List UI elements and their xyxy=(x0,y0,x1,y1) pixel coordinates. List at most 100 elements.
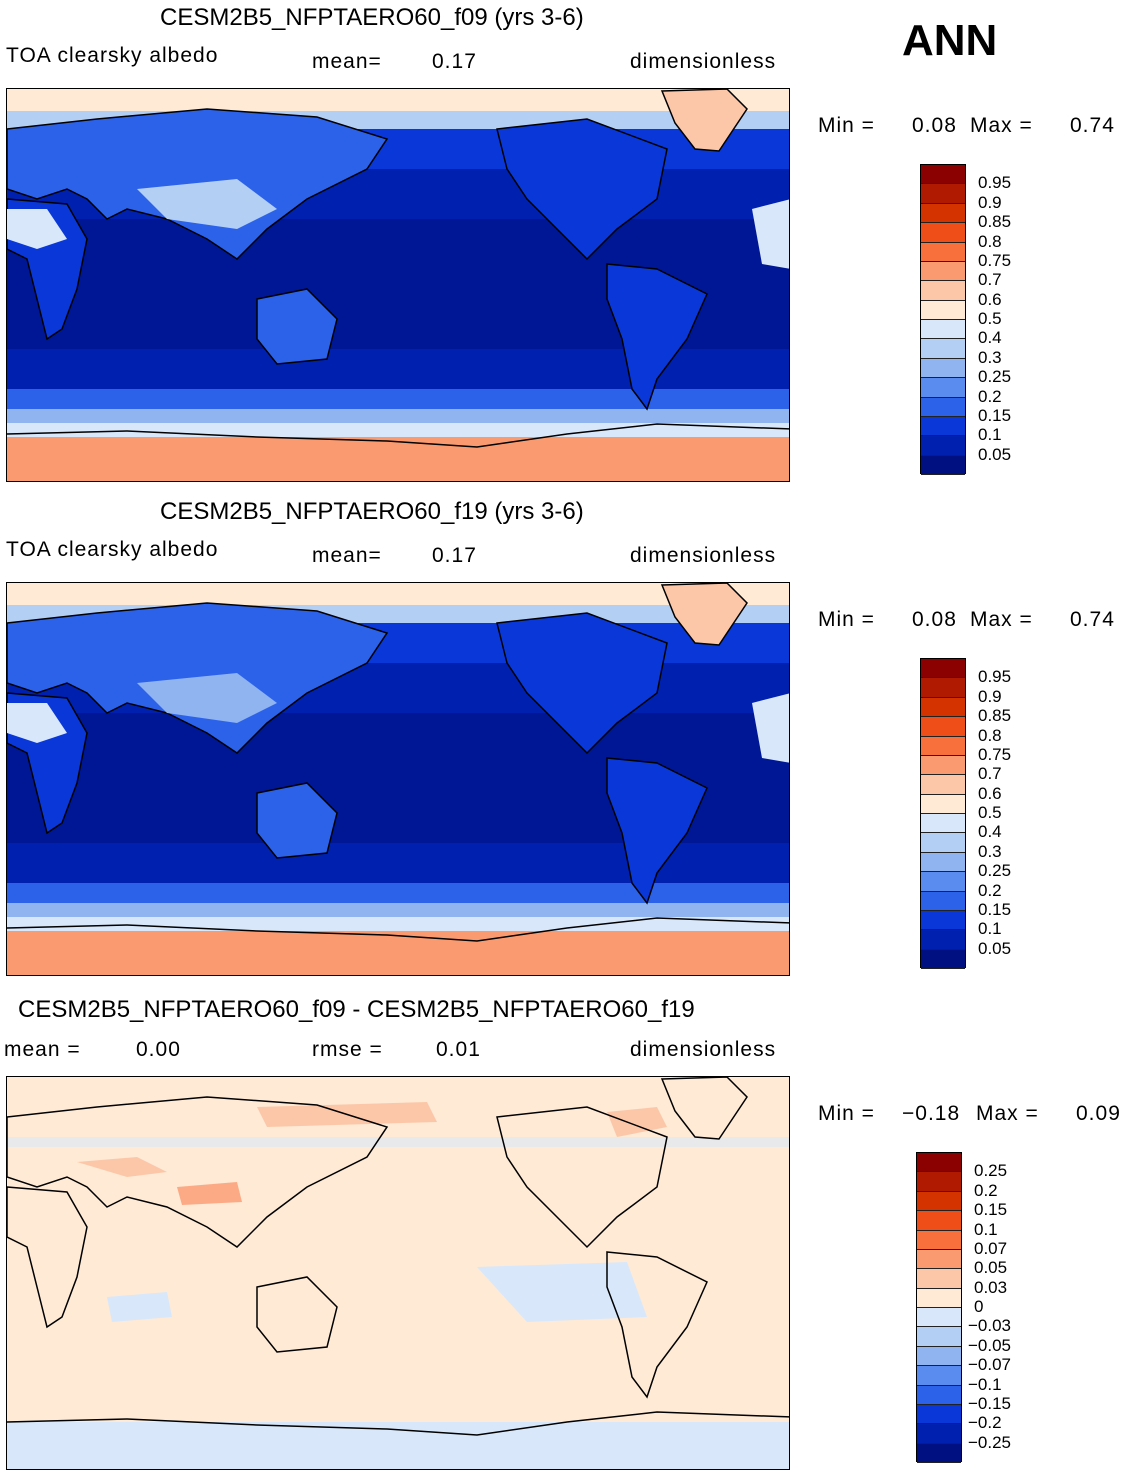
panel3-mean-value: 0.00 xyxy=(136,1038,181,1061)
colorbar-tick-label: 0.7 xyxy=(978,764,1002,784)
panel3-mean-label: mean = xyxy=(4,1038,81,1061)
colorbar-segment xyxy=(917,1424,961,1444)
panel3-colorbar xyxy=(916,1152,962,1463)
colorbar-segment xyxy=(917,1153,961,1173)
colorbar-tick-label: 0.3 xyxy=(978,841,1002,861)
panel3-rmse-value: 0.01 xyxy=(436,1038,481,1061)
colorbar-tick-label: 0.4 xyxy=(978,822,1002,842)
colorbar-tick-label: −0.15 xyxy=(968,1393,1012,1413)
panel2-mean-value: 0.17 xyxy=(432,544,477,567)
panel3-min-label: Min = xyxy=(818,1102,875,1125)
colorbar-tick-label: −0.2 xyxy=(968,1413,1002,1433)
colorbar-segment xyxy=(921,736,965,756)
colorbar-tick-label: 0 xyxy=(974,1297,984,1316)
colorbar-segment xyxy=(921,358,965,379)
colorbar-segment xyxy=(917,1404,961,1425)
colorbar-tick-label: −0.1 xyxy=(968,1374,1002,1394)
colorbar-segment xyxy=(921,436,965,456)
panel2-title: CESM2B5_NFPTAERO60_f19 (yrs 3-6) xyxy=(160,498,584,525)
season-label: ANN xyxy=(902,16,998,65)
colorbar-segment xyxy=(921,281,965,301)
colorbar-segment xyxy=(921,378,965,398)
colorbar-segment xyxy=(921,242,965,262)
panel1-mean-value: 0.17 xyxy=(432,50,477,73)
colorbar-tick-label: 0.8 xyxy=(978,231,1002,251)
panel1-min-value: 0.08 xyxy=(912,114,957,137)
colorbar-tick-label: 0.8 xyxy=(978,725,1002,745)
colorbar-segment xyxy=(917,1249,961,1270)
panel3-max-value: 0.09 xyxy=(1076,1102,1121,1125)
colorbar-segment xyxy=(921,416,965,437)
panel3-units: dimensionless xyxy=(630,1038,777,1061)
panel3-title: CESM2B5_NFPTAERO60_f09 - CESM2B5_NFPTAER… xyxy=(18,996,695,1023)
colorbar-segment xyxy=(921,165,965,185)
panel1-units: dimensionless xyxy=(630,50,777,73)
panel1-min-label: Min = xyxy=(818,114,875,137)
colorbar-tick-label: 0.6 xyxy=(978,783,1002,803)
colorbar-tick-label: −0.03 xyxy=(968,1316,1012,1336)
panel1-map-svg xyxy=(7,89,789,481)
colorbar-tick-label: 0.05 xyxy=(978,938,1012,958)
colorbar-segment xyxy=(921,455,965,475)
colorbar-segment xyxy=(921,203,965,224)
colorbar-segment xyxy=(917,1230,961,1250)
colorbar-tick-label: 0.1 xyxy=(974,1219,998,1239)
colorbar-tick-label: 0.25 xyxy=(978,861,1012,881)
colorbar-tick-label: 0.95 xyxy=(978,173,1012,193)
colorbar-segment xyxy=(921,300,965,320)
colorbar-tick-label: 0.05 xyxy=(978,444,1012,464)
panel2-mean-label: mean= xyxy=(312,544,382,567)
colorbar-segment xyxy=(917,1385,961,1405)
panel1-mean-label: mean= xyxy=(312,50,382,73)
panel2-map xyxy=(6,582,790,976)
panel2-min-value: 0.08 xyxy=(912,608,957,631)
panel3-map-svg xyxy=(7,1077,789,1469)
colorbar-segment xyxy=(921,320,965,340)
colorbar-segment xyxy=(921,852,965,873)
colorbar-segment xyxy=(917,1288,961,1308)
colorbar-tick-label: 0.75 xyxy=(978,250,1012,270)
colorbar-segment xyxy=(917,1327,961,1347)
panel2-map-svg xyxy=(7,583,789,975)
colorbar-tick-label: 0.25 xyxy=(974,1161,1008,1181)
colorbar-tick-label: 0.2 xyxy=(978,386,1002,406)
colorbar-tick-label: 0.2 xyxy=(978,880,1002,900)
panel3-map xyxy=(6,1076,790,1470)
panel1-max-label: Max = xyxy=(970,114,1033,137)
colorbar-segment xyxy=(917,1366,961,1386)
colorbar-tick-label: 0.3 xyxy=(978,347,1002,367)
colorbar-segment xyxy=(921,949,965,969)
colorbar-tick-label: 0.15 xyxy=(978,899,1012,919)
panel1-variable: TOA clearsky albedo xyxy=(6,44,219,67)
colorbar-segment xyxy=(917,1269,961,1289)
panel2-min-label: Min = xyxy=(818,608,875,631)
panel2-colorbar xyxy=(920,658,966,969)
colorbar-tick-label: 0.1 xyxy=(978,919,1002,939)
colorbar-tick-label: 0.7 xyxy=(978,270,1002,290)
colorbar-segment xyxy=(921,833,965,853)
colorbar-tick-label: −0.07 xyxy=(968,1355,1012,1375)
panel2-variable: TOA clearsky albedo xyxy=(6,538,219,561)
panel1-max-value: 0.74 xyxy=(1070,114,1115,137)
colorbar-segment xyxy=(921,717,965,737)
colorbar-tick-label: 0.03 xyxy=(974,1277,1008,1297)
colorbar-segment xyxy=(921,910,965,931)
colorbar-tick-label: 0.2 xyxy=(974,1180,998,1200)
colorbar-tick-label: 0.9 xyxy=(978,192,1002,212)
colorbar-tick-label: 0.15 xyxy=(974,1200,1008,1220)
panel3-min-value: −0.18 xyxy=(902,1102,961,1125)
colorbar-segment xyxy=(921,261,965,282)
colorbar-segment xyxy=(921,814,965,834)
colorbar-tick-label: 0.4 xyxy=(978,328,1002,348)
colorbar-segment xyxy=(917,1172,961,1192)
panel2-units: dimensionless xyxy=(630,544,777,567)
colorbar-tick-label: 0.95 xyxy=(978,667,1012,687)
colorbar-segment xyxy=(921,397,965,417)
colorbar-segment xyxy=(917,1346,961,1367)
panel2-max-value: 0.74 xyxy=(1070,608,1115,631)
colorbar-segment xyxy=(921,891,965,911)
colorbar-tick-label: 0.25 xyxy=(978,367,1012,387)
panel2-max-label: Max = xyxy=(970,608,1033,631)
colorbar-segment xyxy=(917,1443,961,1463)
colorbar-segment xyxy=(921,872,965,892)
